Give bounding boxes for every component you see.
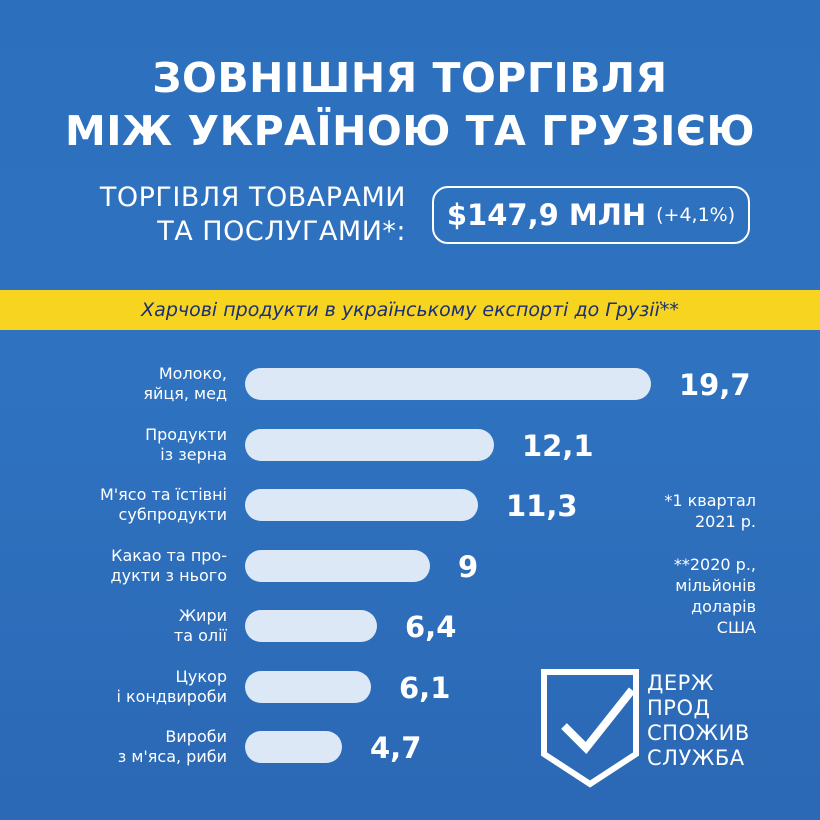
category-label: Жири та олії [0, 606, 227, 646]
logo-line: СПОЖИВ [647, 721, 750, 745]
category-label-line: М'ясо та їстівні [99, 485, 227, 504]
chart-banner: Харчові продукти в українському експорті… [0, 290, 820, 330]
category-label-line: субпродукти [118, 505, 227, 524]
category-label: Цукор і кондвироби [0, 667, 227, 707]
category-label: Продукти із зерна [0, 425, 227, 465]
bar [245, 610, 377, 642]
trade-label-line-2: ТА ПОСЛУГАМИ*: [157, 216, 406, 247]
bar-value-label: 6,1 [399, 670, 451, 705]
category-label: М'ясо та їстівні субпродукти [0, 485, 227, 525]
footnote-quarter-line: *1 квартал [664, 491, 756, 510]
category-label-line: Цукор [175, 666, 228, 686]
category-label-line: Продукти [145, 424, 227, 444]
footnote-quarter: *1 квартал 2021 р. [664, 490, 756, 532]
trade-total-pill: $147,9 МЛН (+4,1%) [432, 186, 750, 244]
bar-value-label: 19,7 [679, 368, 751, 402]
category-label-line: і кондвироби [116, 686, 227, 706]
trade-label-line-1: ТОРГІВЛЯ ТОВАРАМИ [99, 182, 406, 213]
footnote-units-line: доларів [691, 597, 756, 616]
trade-amount: $147,9 МЛН [446, 198, 647, 232]
footnote-units-line: **2020 р., [673, 555, 756, 574]
category-label-line: з м'яса, риби [117, 747, 227, 766]
footnote-units-line: мільйонів [675, 576, 756, 595]
category-label-line: та олії [173, 626, 227, 645]
bar [245, 549, 430, 582]
bar-value-label: 4,7 [370, 731, 422, 765]
category-label-line: Какао та про- [111, 545, 227, 565]
bar-value-label: 12,1 [522, 428, 594, 463]
chart-banner-text: Харчові продукти в українському експорті… [141, 299, 679, 321]
shield-check-icon [541, 669, 639, 788]
bar [245, 368, 651, 400]
footnote-units: **2020 р., мільйонів доларів США [674, 554, 756, 638]
category-label: Вироби з м'яса, риби [0, 727, 227, 767]
bar [245, 731, 342, 763]
bar-value-label: 9 [458, 549, 479, 584]
footnote-quarter-line: 2021 р. [694, 512, 756, 531]
logo-line: ДЕРЖ [647, 671, 714, 695]
category-label-line: Вироби [165, 727, 227, 746]
category-label-line: дукти з нього [110, 565, 227, 585]
title-line-1: ЗОВНІШНЯ ТОРГІВЛЯ [152, 54, 668, 102]
bar [245, 670, 371, 703]
bar [245, 428, 494, 461]
bar-value-label: 11,3 [506, 489, 578, 523]
title-line-2: МІЖ УКРАЇНОЮ ТА ГРУЗІЄЮ [64, 107, 756, 155]
bar-value-label: 6,4 [405, 610, 457, 644]
logo-line: ПРОД [647, 696, 711, 720]
logo-text: ДЕРЖ ПРОД СПОЖИВ СЛУЖБА [647, 671, 750, 771]
logo-line: СЛУЖБА [647, 746, 745, 770]
trade-change: (+4,1%) [656, 204, 736, 226]
category-label-line: Молоко, [158, 364, 227, 383]
bar [245, 489, 478, 521]
category-label-line: із зерна [160, 444, 227, 464]
footnote-units-line: США [716, 618, 756, 637]
category-label: Молоко, яйця, мед [0, 364, 227, 404]
category-label-line: яйця, мед [143, 384, 227, 403]
category-label: Какао та про-дукти з нього [0, 546, 227, 586]
category-label-line: Жири [178, 606, 227, 625]
